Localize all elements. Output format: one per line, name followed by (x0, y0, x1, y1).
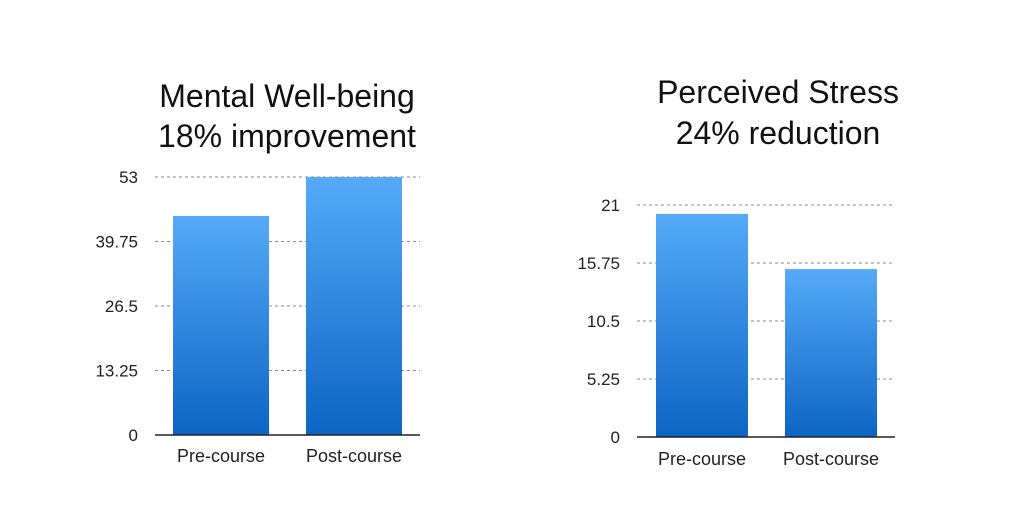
x-tick-label: Post-course (306, 446, 402, 466)
bar-post-course (306, 177, 402, 435)
y-tick-label: 5.25 (587, 370, 620, 389)
y-tick-label: 0 (611, 428, 620, 447)
y-tick-label: 0 (129, 426, 138, 445)
x-tick-label: Pre-course (658, 449, 746, 469)
bar-post-course (785, 269, 877, 437)
chart-perceived-stress: Perceived Stress 24% reduction 0 5.25 10.5… (577, 74, 898, 469)
chart-mental-wellbeing: Mental Well-being 18% improvement 0 13.25… (95, 78, 420, 466)
plot-area: 0 5.25 10.5 15.75 21 Pre-course Post-course (577, 196, 895, 469)
chart-title: Mental Well-being (159, 78, 415, 114)
x-tick-label: Pre-course (177, 446, 265, 466)
plot-area: 0 13.25 26.5 39.75 53 Pre-course Post-course (95, 168, 420, 466)
chart-subtitle: 18% improvement (158, 118, 416, 154)
bar-pre-course (656, 213, 748, 437)
bar-pre-course (173, 215, 269, 435)
chart-subtitle: 24% reduction (676, 115, 881, 151)
y-tick-label: 15.75 (577, 254, 620, 273)
y-tick-label: 39.75 (95, 233, 138, 252)
y-tick-label: 26.5 (105, 297, 138, 316)
chart-title: Perceived Stress (657, 74, 899, 110)
y-tick-label: 53 (119, 168, 138, 187)
x-tick-label: Post-course (783, 449, 879, 469)
y-tick-label: 13.25 (95, 362, 138, 381)
y-tick-label: 10.5 (587, 312, 620, 331)
y-tick-label: 21 (601, 196, 620, 215)
